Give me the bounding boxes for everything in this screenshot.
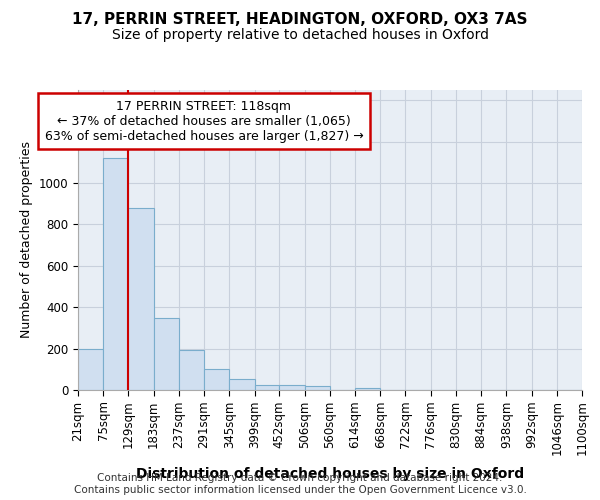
Text: 17 PERRIN STREET: 118sqm
← 37% of detached houses are smaller (1,065)
63% of sem: 17 PERRIN STREET: 118sqm ← 37% of detach… <box>44 100 363 142</box>
Bar <box>254 385 280 390</box>
Bar <box>229 379 254 390</box>
Bar <box>78 349 103 390</box>
Bar <box>128 208 154 390</box>
Y-axis label: Number of detached properties: Number of detached properties <box>20 142 33 338</box>
Text: 17, PERRIN STREET, HEADINGTON, OXFORD, OX3 7AS: 17, PERRIN STREET, HEADINGTON, OXFORD, O… <box>72 12 528 28</box>
Bar <box>103 158 128 390</box>
Text: Contains HM Land Registry data © Crown copyright and database right 2024.
Contai: Contains HM Land Registry data © Crown c… <box>74 474 526 495</box>
Text: Size of property relative to detached houses in Oxford: Size of property relative to detached ho… <box>112 28 488 42</box>
Bar <box>355 388 380 390</box>
Bar <box>179 350 204 390</box>
Bar <box>154 318 179 390</box>
Bar <box>305 386 330 390</box>
Bar <box>280 386 305 390</box>
X-axis label: Distribution of detached houses by size in Oxford: Distribution of detached houses by size … <box>136 466 524 480</box>
Bar <box>204 370 229 390</box>
